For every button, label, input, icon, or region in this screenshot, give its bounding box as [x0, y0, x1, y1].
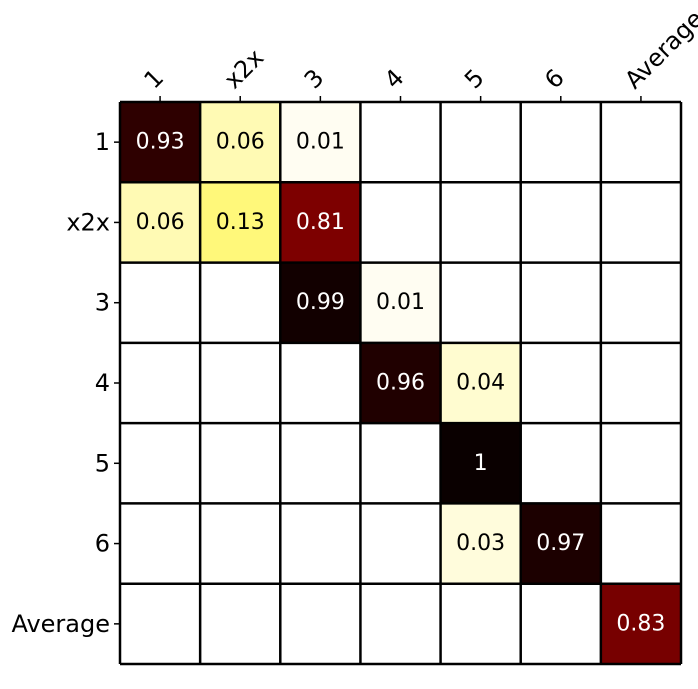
- cell-value-label: 0.83: [616, 611, 665, 636]
- heatmap-cell-r2-c1: [120, 182, 201, 263]
- heatmap-cell-r1-c2: [200, 102, 281, 183]
- x-tick-label: 4: [379, 64, 410, 95]
- x-tick-label: 3: [299, 64, 330, 95]
- heatmap-cell-r2-c3: [280, 182, 361, 263]
- x-tick-label: 1: [139, 64, 170, 95]
- heatmap-cell-r5-c6: [520, 423, 601, 504]
- cell-value-label: 0.13: [216, 210, 265, 235]
- y-tick-label: x2x: [66, 208, 110, 236]
- cell-value-label: 0.97: [536, 531, 585, 556]
- heatmap-cell-r2-c7: [600, 182, 681, 263]
- heatmap-cell-r4-c5: [440, 342, 521, 424]
- heatmap-cell-r3-c4: [360, 262, 441, 343]
- heatmap-cell-r1-c6: [520, 102, 601, 183]
- x-tick-label: x2x: [219, 44, 270, 95]
- heatmap-cell-r3-c7: [600, 262, 681, 343]
- heatmap-cell-r5-c5: [440, 423, 521, 504]
- heatmap-cell-r1-c7: [600, 102, 681, 183]
- heatmap-cell-r2-c4: [360, 182, 441, 263]
- cell-value-label: 0.99: [296, 290, 345, 315]
- heatmap-cell-r5-c2: [200, 423, 281, 504]
- heatmap-cell-r1-c4: [360, 102, 441, 183]
- x-tick-label: Average: [619, 5, 698, 94]
- heatmap-cell-r7-c1: [120, 583, 201, 664]
- cell-value-label: 0.04: [456, 371, 505, 396]
- heatmap-cell-r1-c3: [280, 102, 361, 183]
- heatmap-cell-r5-c4: [360, 423, 441, 504]
- heatmap-cell-r3-c2: [200, 262, 281, 343]
- heatmap-cell-r6-c2: [200, 503, 281, 584]
- cell-value-label: 0.06: [136, 210, 185, 235]
- cell-value-label: 0.93: [136, 130, 185, 155]
- heatmap-cell-r6-c6: [520, 503, 601, 584]
- heatmap-cell-r4-c6: [520, 342, 601, 424]
- heatmap-cell-r2-c5: [440, 182, 521, 263]
- heatmap-cell-r3-c6: [520, 262, 601, 343]
- heatmap-cell-r1-c1: [120, 102, 201, 183]
- heatmap-cell-r3-c3: [280, 262, 361, 343]
- cell-value-label: 0.01: [296, 130, 345, 155]
- heatmap-cell-r6-c4: [360, 503, 441, 584]
- y-tick-label: 5: [95, 449, 110, 477]
- heatmap-cell-r4-c4: [360, 342, 441, 424]
- y-axis-ticks: 1 x2x 3 4 5 6 Average: [11, 128, 120, 638]
- cell-value-label: 0.81: [296, 210, 345, 235]
- y-tick-label: Average: [11, 610, 110, 638]
- cell-value-label: 0.96: [376, 371, 425, 396]
- heatmap-cell-r7-c3: [280, 583, 361, 664]
- y-tick-label: 3: [95, 289, 110, 317]
- y-tick-label: 6: [95, 530, 110, 558]
- x-tick-label: 6: [539, 64, 570, 95]
- heatmap-cell-r3-c5: [440, 262, 521, 343]
- cell-value-label: 0.01: [376, 290, 425, 315]
- heatmap-cell-r5-c3: [280, 423, 361, 504]
- heatmap-cell-r7-c5: [440, 583, 521, 664]
- heatmap-cell-r7-c7: [600, 583, 681, 664]
- heatmap-cell-r6-c1: [120, 503, 201, 584]
- y-tick-label: 4: [95, 369, 110, 397]
- heatmap-cell-r6-c5: [440, 503, 521, 584]
- heatmap-cell-r5-c1: [120, 423, 201, 504]
- heatmap-cell-r4-c3: [280, 342, 361, 424]
- heatmap-cell-r5-c7: [600, 423, 681, 504]
- x-axis-ticks: 1 x2x 3 4 5 6 Average: [139, 5, 698, 102]
- heatmap-cell-r4-c2: [200, 342, 281, 424]
- heatmap-cell-r4-c7: [600, 342, 681, 424]
- heatmap-cell-r1-c5: [440, 102, 521, 183]
- heatmap-cell-r4-c1: [120, 342, 201, 424]
- heatmap-cell-r3-c1: [120, 262, 201, 343]
- heatmap-cell-r2-c6: [520, 182, 601, 263]
- x-tick-label: 5: [459, 64, 490, 95]
- heatmap-cell-r6-c7: [600, 503, 681, 584]
- heatmap-cell-r2-c2: [200, 182, 281, 263]
- y-tick-label: 1: [95, 128, 110, 156]
- cell-value-label: 0.03: [456, 531, 505, 556]
- heatmap-cell-r6-c3: [280, 503, 361, 584]
- heatmap-cell-r7-c6: [520, 583, 601, 664]
- heatmap-cell-r7-c4: [360, 583, 441, 664]
- cell-value-label: 1: [474, 451, 488, 476]
- heatmap-cells: 0.93 0.06 0.01 0.06 0.13 0.81 0.99 0.01 0.96 0.04…: [120, 102, 681, 664]
- heatmap-cell-r7-c2: [200, 583, 281, 664]
- cell-value-label: 0.06: [216, 130, 265, 155]
